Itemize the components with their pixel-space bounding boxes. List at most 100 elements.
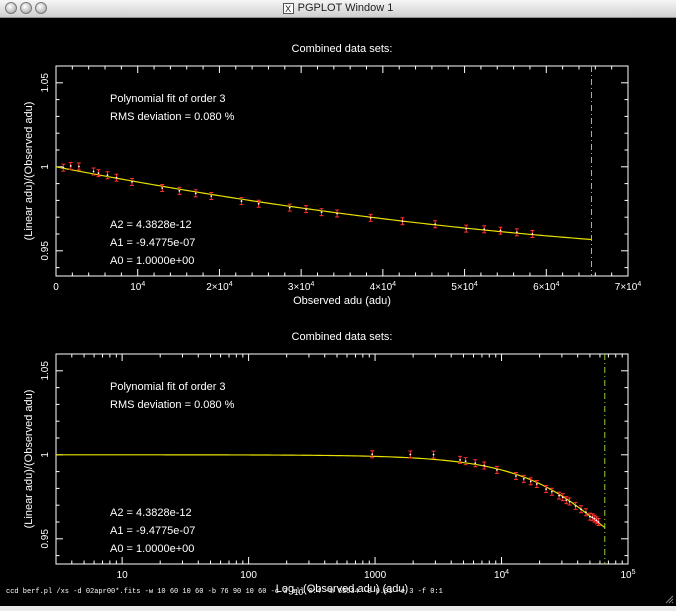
coefficient-annotation: A0 = 1.0000e+00 (110, 255, 194, 267)
data-point (256, 199, 261, 208)
x-tick-label: 104 (130, 281, 145, 293)
data-marker (535, 483, 538, 485)
data-point (335, 209, 340, 218)
x-tick-label: 100 (240, 570, 257, 581)
zoom-button-icon[interactable] (35, 2, 47, 14)
pgplot-figure: Combined data sets: 0 104 2×104 3×104 4×104 5×… (23, 43, 641, 597)
data-point (592, 514, 597, 523)
data-marker (77, 165, 80, 168)
data-point (534, 480, 539, 489)
x-tick-label: 0 (53, 282, 59, 293)
x-tick-label: 2×104 (206, 281, 233, 293)
window-title: PGPLOT Window 1 (297, 2, 394, 14)
minimize-button-icon[interactable] (20, 2, 32, 14)
x-tick-label: 4×104 (370, 281, 397, 293)
fit-curve (55, 454, 606, 528)
data-marker (409, 453, 412, 456)
data-marker (574, 504, 577, 507)
x-axis-label: Observed adu (adu) (293, 295, 391, 307)
y-tick-label: 1 (40, 452, 51, 458)
resize-grip-icon[interactable] (664, 594, 674, 604)
data-marker (515, 475, 517, 477)
data-marker (371, 453, 374, 456)
data-marker (69, 165, 72, 167)
data-marker (115, 176, 118, 179)
data-marker (585, 511, 587, 514)
data-marker (591, 516, 594, 519)
data-point (193, 189, 198, 198)
data-point (590, 513, 595, 522)
data-point (482, 225, 487, 234)
data-point (431, 450, 436, 459)
data-marker (465, 227, 468, 230)
data-marker (580, 508, 582, 511)
data-marker (401, 220, 404, 223)
data-marker (593, 517, 596, 520)
data-point (528, 477, 533, 486)
data-marker (62, 166, 65, 169)
x-tick-label: 6×104 (533, 281, 560, 293)
data-point (91, 167, 96, 176)
data-marker (565, 499, 568, 502)
data-point (209, 192, 214, 201)
data-marker (589, 515, 591, 518)
data-marker (568, 500, 571, 503)
data-point (567, 497, 572, 506)
data-marker (97, 172, 100, 175)
plot-frame (55, 65, 629, 277)
data-point (160, 183, 165, 192)
data-marker (288, 206, 291, 209)
fit-curve (55, 166, 592, 241)
plot-frame (55, 353, 629, 565)
data-marker (210, 195, 213, 197)
coefficient-annotation: A2 = 4.3828e-12 (110, 219, 192, 231)
data-marker (499, 229, 502, 232)
data-point (494, 465, 499, 474)
window-titlebar[interactable]: X PGPLOT Window 1 (0, 0, 676, 18)
data-point (464, 224, 469, 233)
data-marker (369, 216, 372, 219)
y-tick-label: 0.95 (40, 529, 51, 549)
data-marker (92, 170, 95, 173)
data-marker (336, 212, 338, 215)
data-point (458, 455, 463, 464)
data-marker (240, 200, 243, 202)
data-point (583, 508, 588, 517)
data-marker (459, 458, 461, 461)
data-point (433, 220, 438, 229)
data-point (514, 228, 519, 237)
data-marker (561, 496, 564, 499)
y-tick-label: 1 (40, 164, 51, 170)
data-point (596, 518, 601, 526)
data-point (573, 501, 578, 510)
data-point (564, 496, 569, 505)
data-point (408, 450, 413, 459)
data-point (96, 169, 101, 178)
data-point (177, 186, 182, 195)
chart-title: Combined data sets: (292, 331, 393, 343)
data-marker (483, 464, 486, 467)
coefficient-annotation: A2 = 4.3828e-12 (110, 507, 192, 519)
fit-annotation: Polynomial fit of order 3 (110, 93, 226, 105)
coefficient-annotation: A1 = -9.4775e-07 (110, 525, 195, 537)
data-point (579, 505, 584, 514)
data-marker (595, 519, 598, 522)
data-point (129, 177, 134, 186)
y-tick-label: 1.05 (40, 73, 51, 93)
plot-canvas: Combined data sets: 0 104 2×104 3×104 4×104 5×… (0, 18, 676, 606)
data-marker (529, 480, 532, 483)
data-marker (432, 453, 435, 456)
data-point (482, 461, 487, 470)
data-point (61, 163, 66, 172)
data-point (114, 173, 119, 182)
y-axis-label: (Linear adu)/(Observed adu) (23, 102, 35, 241)
data-point (400, 217, 405, 226)
data-marker (496, 469, 498, 471)
close-button-icon[interactable] (5, 2, 17, 14)
x-tick-label: 3×104 (288, 281, 315, 293)
data-marker (194, 192, 197, 195)
data-point (239, 197, 244, 206)
data-marker (106, 174, 109, 177)
x-tick-label: 105 (620, 569, 635, 581)
data-marker (597, 521, 600, 523)
